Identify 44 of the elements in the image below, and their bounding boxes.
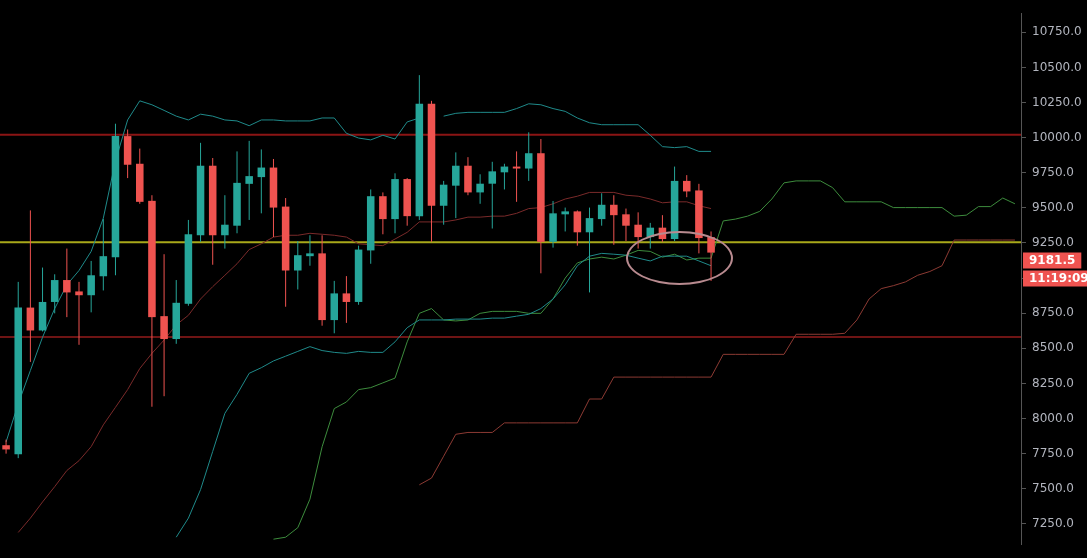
y-tick-label: 10500.0 [1032, 59, 1082, 74]
candlestick [524, 131, 533, 182]
y-tick-label: 10000.0 [1032, 129, 1082, 144]
candlestick [306, 234, 314, 267]
y-tick-label: 10250.0 [1032, 94, 1082, 109]
y-tick-label: 8500.0 [1032, 340, 1074, 355]
candlestick [439, 180, 448, 226]
y-tick-label: 9500.0 [1032, 199, 1074, 214]
candlestick [512, 150, 521, 203]
y-tick-label: 7750.0 [1032, 445, 1074, 460]
candlestick [452, 151, 460, 219]
candlestick [160, 253, 168, 397]
candlestick [561, 207, 569, 232]
candlestick [221, 194, 229, 250]
candlestick [634, 211, 642, 250]
y-tick-label: 8250.0 [1032, 375, 1074, 390]
candlestick [379, 191, 387, 235]
text: 9181.5 [1029, 252, 1076, 267]
candlestick [682, 174, 691, 198]
y-tick-label: 9250.0 [1032, 235, 1074, 250]
candlestick [488, 161, 497, 230]
candlestick [610, 194, 618, 246]
candlestick [87, 260, 95, 313]
y-tick-label: 7250.0 [1032, 516, 1074, 530]
candlestick [342, 275, 351, 324]
candlestick [63, 248, 71, 318]
y-tick-label: 8000.0 [1032, 410, 1074, 425]
candlestick [707, 230, 715, 282]
candlestick [99, 218, 108, 291]
candlestick [476, 173, 484, 205]
y-tick-label: 10750.0 [1032, 24, 1082, 39]
candlestick [585, 207, 594, 293]
y-tick-label: 8750.0 [1032, 305, 1074, 320]
y-tick-label: 9750.0 [1032, 164, 1074, 179]
candlestick [245, 140, 253, 221]
text: 11:19:09 [1029, 270, 1087, 285]
candlestick [75, 281, 83, 346]
candlestick [622, 208, 630, 242]
candlestick [2, 439, 10, 455]
candlestick [294, 240, 302, 290]
candlestick [573, 209, 582, 247]
y-tick-label: 7500.0 [1032, 480, 1074, 495]
candlestick [50, 273, 59, 314]
candlestick [597, 192, 606, 227]
